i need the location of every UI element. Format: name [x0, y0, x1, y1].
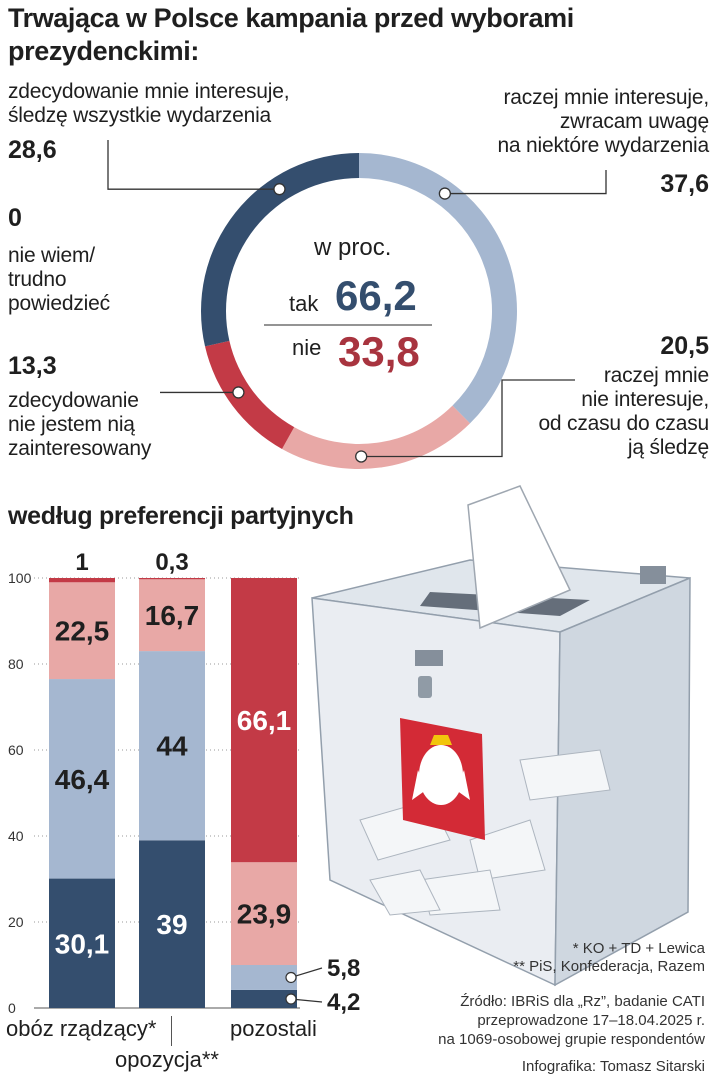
bar-seg-strongly-not-interested: [49, 578, 115, 583]
leader-dot: [355, 450, 368, 463]
leader-dot: [232, 386, 245, 399]
bar-value-label: 30,1: [55, 928, 110, 959]
bar-value-label: 22,5: [55, 616, 110, 647]
category-label-opposition: opozycja**: [115, 1047, 219, 1072]
bar-seg-rather-not-interested: [139, 579, 205, 652]
donut-chart: [107, 140, 607, 470]
donut-slice-rather-not-interested: [282, 405, 471, 470]
seg-text-line: zwracam uwagę: [559, 110, 709, 133]
bar-label-dot: [285, 993, 297, 1005]
leader-dot: [273, 183, 286, 196]
bar-value-label: 4,2: [327, 989, 360, 1016]
leader-strongly-interested: [107, 140, 280, 190]
footnote-ruling: * KO + TD + Lewica: [572, 940, 705, 957]
bar-seg-strongly-interested: [49, 878, 115, 1008]
seg-label-strongly-not-interested: zdecydowanie nie jestem nią zainteresowa…: [8, 389, 151, 461]
seg-label-dont-know: nie wiem/ trudno powiedzieć: [8, 244, 110, 316]
bar-seg-rather-interested: [49, 679, 115, 879]
seg-text-line: raczej mnie interesuje,: [503, 86, 710, 109]
seg-value-strongly-not-interested: 13,3: [8, 352, 57, 380]
seg-text-line: nie jestem nią: [8, 413, 135, 436]
y-tick-label: 80: [8, 656, 24, 672]
seg-text-line: zdecydowanie mnie interesuje,: [8, 80, 290, 103]
bar-seg-strongly-not-interested: [139, 578, 205, 580]
source-line-1: Źródło: IBRiS dla „Rz”, badanie CATI: [460, 993, 705, 1010]
bar-value-label: 23,9: [237, 899, 292, 930]
bar-value-label: 5,8: [327, 955, 360, 982]
y-tick-label: 0: [8, 1000, 16, 1016]
seg-label-strongly-interested: zdecydowanie mnie interesuje, śledzę wsz…: [8, 80, 290, 128]
section-subtitle: według preferencji partyjnych: [8, 502, 354, 530]
bar-value-label: 44: [156, 731, 188, 762]
center-unit-label: w proc.: [314, 234, 392, 261]
tak-value: 66,2: [335, 272, 417, 319]
category-label-others: pozostali: [230, 1016, 317, 1041]
seg-text-line: trudno: [8, 268, 67, 291]
bar-seg-strongly-interested: [139, 840, 205, 1008]
seg-text-line: zdecydowanie: [8, 389, 139, 412]
box-latch: [415, 650, 443, 666]
leader-rather-not-interested: [361, 379, 575, 458]
ballot-box-illustration: [311, 485, 691, 987]
tak-label: tak: [289, 291, 319, 316]
seg-text-line: powiedzieć: [8, 292, 110, 315]
donut-slice-rather-interested: [359, 153, 517, 424]
page-title: Trwająca w Polsce kampania przed wyboram…: [8, 3, 574, 66]
seg-text-line: zainteresowany: [8, 437, 152, 460]
box-latch: [640, 566, 666, 584]
seg-label-rather-not-interested: raczej mnie nie interesuje, od czasu do …: [538, 364, 709, 460]
ballot-papers: [359, 749, 611, 916]
bar-value-label: 39: [156, 909, 187, 940]
bar-seg-rather-not-interested: [231, 862, 297, 965]
nie-value: 33,8: [338, 328, 420, 375]
bar-value-label: 16,7: [145, 600, 200, 631]
bar-value-label: 0,3: [155, 549, 188, 576]
seg-value-strongly-interested: 28,6: [8, 136, 57, 164]
bar-seg-rather-not-interested: [49, 582, 115, 680]
footnote-opposition: ** PiS, Konfederacja, Razem: [513, 958, 705, 975]
leader-rather-interested: [444, 170, 607, 195]
polish-eagle-emblem: [400, 718, 485, 840]
donut-slice-strongly-not-interested: [205, 340, 295, 449]
seg-text-line: nie wiem/: [8, 244, 95, 267]
infographic-credit: Infografika: Tomasz Sitarski: [521, 1058, 705, 1075]
y-tick-label: 60: [8, 742, 24, 758]
bar-seg-rather-interested: [139, 651, 205, 841]
y-tick-label: 40: [8, 828, 24, 844]
seg-text-line: raczej mnie: [603, 364, 709, 387]
seg-text-line: śledzę wszystkie wydarzenia: [8, 104, 272, 127]
source-line-3: na 1069-osobowej grupie respondentów: [438, 1031, 705, 1048]
y-tick-label: 20: [8, 914, 24, 930]
y-tick-label: 100: [8, 570, 32, 586]
bar-seg-strongly-interested: [231, 989, 297, 1008]
seg-text-line: na niektóre wydarzenia: [497, 134, 709, 157]
seg-text-line: nie interesuje,: [581, 388, 709, 411]
padlock: [418, 676, 432, 698]
seg-value-rather-not-interested: 20,5: [660, 332, 709, 360]
seg-value-rather-interested: 37,6: [660, 170, 709, 198]
seg-text-line: od czasu do czasu: [538, 412, 709, 435]
seg-label-rather-interested: raczej mnie interesuje, zwracam uwagę na…: [497, 86, 709, 158]
seg-text-line: ją śledzę: [627, 436, 709, 459]
category-separator: [171, 1016, 172, 1046]
bar-value-label: 66,1: [237, 705, 292, 736]
nie-label: nie: [292, 335, 322, 360]
seg-value-dont-know: 0: [8, 204, 22, 232]
leader-dot: [438, 187, 452, 200]
bar-value-label: 1: [75, 549, 88, 576]
bar-seg-strongly-not-interested: [231, 578, 297, 863]
bar-label-dot: [285, 971, 297, 984]
category-label-ruling: obóz rządzący*: [6, 1016, 157, 1041]
source-line-2: przeprowadzone 17–18.04.2025 r.: [477, 1012, 705, 1029]
bar-value-label: 46,4: [55, 764, 110, 795]
